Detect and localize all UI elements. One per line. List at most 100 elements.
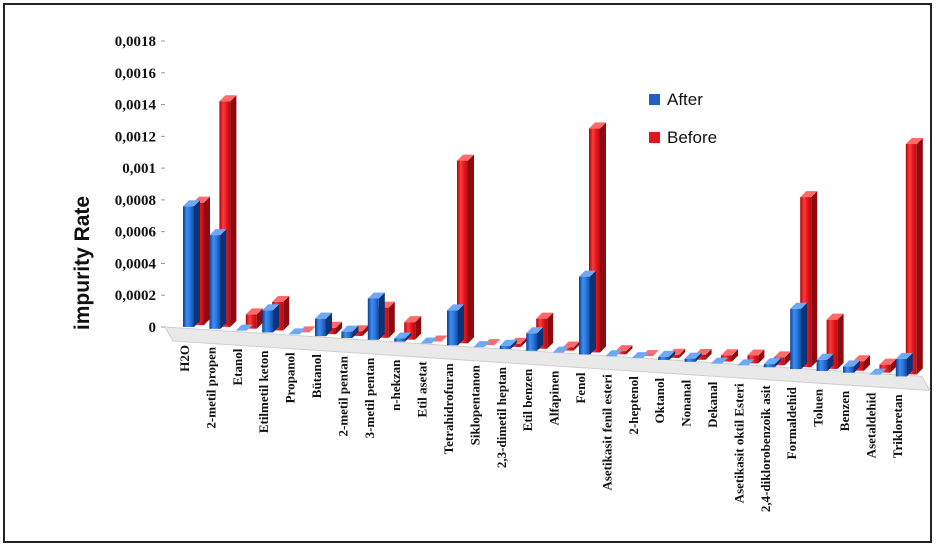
bar-top bbox=[526, 327, 544, 334]
bar-after-h2o bbox=[183, 200, 200, 327]
bar-front bbox=[509, 343, 521, 347]
bar-side bbox=[669, 350, 676, 360]
bar-side bbox=[520, 337, 527, 347]
bar-top bbox=[773, 351, 791, 358]
x-label-formaldehid: Formaldehid bbox=[784, 386, 799, 459]
x-label-3-metil-pentan: 3-metil pentan bbox=[362, 357, 377, 438]
bar-side bbox=[811, 191, 818, 368]
bar-top bbox=[288, 328, 306, 335]
bar-front bbox=[589, 128, 600, 353]
x-label-etil-asetat: Etil asetat bbox=[415, 361, 430, 418]
bar-side bbox=[695, 352, 702, 362]
bar-top bbox=[869, 368, 887, 375]
plot-floor bbox=[164, 326, 931, 391]
bar-top bbox=[245, 308, 263, 315]
bar-after-etanol bbox=[235, 324, 253, 331]
bar-top bbox=[589, 122, 606, 129]
bar-side bbox=[194, 200, 200, 327]
bar-after-nonanal bbox=[684, 352, 702, 362]
bar-top bbox=[209, 229, 227, 236]
bar-side bbox=[405, 332, 412, 342]
x-label-siklopentanon: Siklopentanon bbox=[467, 364, 482, 445]
bar-top bbox=[615, 345, 633, 352]
bar-side bbox=[626, 345, 633, 355]
bar-after-2-3-dimetil-heptan bbox=[499, 339, 517, 349]
bar-side bbox=[362, 325, 369, 336]
bar-front bbox=[499, 345, 511, 349]
bar-side bbox=[510, 339, 517, 349]
bar-front bbox=[843, 366, 854, 373]
bar-after-asetaldehid bbox=[869, 368, 887, 375]
bar-top bbox=[262, 304, 280, 311]
bar-top bbox=[790, 302, 808, 309]
bar-front bbox=[826, 319, 838, 369]
bar-side bbox=[230, 95, 237, 327]
y-tick-label: 0,0012 bbox=[115, 129, 156, 145]
bar-side bbox=[774, 358, 781, 368]
bar-top bbox=[895, 352, 913, 359]
bar-after-alfapinen bbox=[552, 346, 570, 353]
bar-after-toluen bbox=[816, 353, 834, 371]
bar-top bbox=[341, 325, 359, 332]
legend-label-before: Before bbox=[667, 128, 717, 147]
bar-front bbox=[315, 318, 326, 337]
bar-after-propanol bbox=[288, 328, 306, 335]
bar-before-2-metil-propen bbox=[219, 95, 237, 327]
bar-front bbox=[895, 358, 907, 377]
bar-top bbox=[879, 358, 897, 365]
bar-after-etil-benzen bbox=[526, 327, 544, 351]
x-label-etil-benzen: Etil benzen bbox=[520, 368, 535, 431]
bar-after-2-heptenol bbox=[631, 352, 649, 359]
bar-front bbox=[245, 314, 257, 329]
bar-side bbox=[732, 349, 738, 362]
bar-side bbox=[547, 312, 554, 349]
bar-after-tetrahidrofuran bbox=[447, 304, 464, 346]
bar-front bbox=[905, 144, 917, 375]
bar-top bbox=[658, 350, 676, 357]
bar-side bbox=[837, 313, 844, 369]
x-label-b-tanol: Bütanol bbox=[309, 354, 324, 398]
x-label-asetaldehid: Asetaldehid bbox=[863, 392, 878, 459]
x-label-trikloretan: Trikloretan bbox=[890, 394, 905, 459]
bar-side bbox=[827, 353, 834, 371]
y-tick-label: 0,0016 bbox=[115, 66, 157, 82]
bar-front bbox=[615, 351, 627, 355]
bar-after-trikloretan bbox=[895, 352, 913, 377]
bar-side bbox=[864, 355, 870, 371]
legend-swatch-after bbox=[649, 94, 660, 105]
bar-side bbox=[204, 196, 210, 325]
bar-top bbox=[816, 353, 834, 360]
bar-top bbox=[367, 292, 385, 299]
bar-before-asetikasit-fenil-esteri bbox=[615, 345, 633, 355]
bar-front bbox=[684, 358, 696, 362]
bar-side bbox=[458, 304, 464, 346]
y-tick-label: 0,0008 bbox=[115, 193, 156, 209]
bar-after-etilmetil-keton bbox=[262, 304, 280, 333]
bar-before-n-hekzan bbox=[404, 316, 422, 340]
bar-side bbox=[352, 325, 359, 338]
bar-side bbox=[573, 341, 580, 351]
bar-front bbox=[394, 338, 406, 342]
bar-side bbox=[916, 138, 923, 375]
bar-after-etil-asetat bbox=[420, 337, 438, 344]
bar-front bbox=[668, 354, 680, 358]
x-label-toluen: Toluen bbox=[811, 388, 826, 427]
bar-top bbox=[394, 332, 412, 339]
bar-top bbox=[843, 360, 860, 367]
bar-front bbox=[800, 197, 812, 368]
bar-chart: 0 0,0002 0,0004 0,0006 0,0008 0,001 0,0012 0,00… bbox=[71, 34, 931, 512]
bar-top bbox=[420, 337, 438, 344]
bar-front bbox=[262, 310, 274, 333]
y-tick-label: 0,0002 bbox=[115, 288, 156, 304]
bar-side bbox=[600, 122, 606, 353]
bar-top bbox=[235, 324, 253, 331]
bar-front bbox=[219, 101, 231, 327]
bar-front bbox=[367, 298, 379, 340]
bar-before-toluen bbox=[826, 313, 844, 369]
bar-top bbox=[763, 358, 781, 365]
bar-after-benzen bbox=[843, 360, 860, 373]
bar-top bbox=[499, 339, 517, 346]
x-label-asetikasit-fenil-esteri: Asetikasit fenil esteri bbox=[599, 374, 614, 491]
bar-before-tetrahidrofuran bbox=[457, 154, 474, 344]
bar-top bbox=[183, 200, 200, 207]
